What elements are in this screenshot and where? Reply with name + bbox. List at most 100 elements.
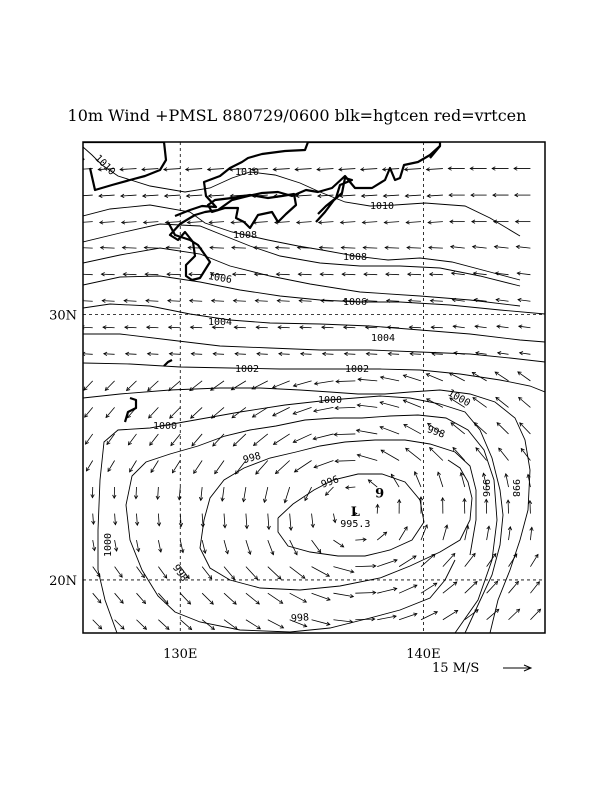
wind-vector xyxy=(201,592,214,605)
wind-vector xyxy=(126,380,137,391)
wind-arrowhead xyxy=(390,473,395,478)
wind-vector xyxy=(344,353,356,355)
wind-arrowhead xyxy=(451,552,456,558)
wind-vector xyxy=(99,221,115,224)
wind-arrowhead xyxy=(210,414,216,419)
wind-arrowhead xyxy=(496,422,501,427)
wind-vector xyxy=(294,460,312,473)
wind-arrowhead xyxy=(474,609,479,614)
wind-arrowhead xyxy=(288,526,293,531)
wind-arrowhead xyxy=(382,531,388,536)
wind-arrowhead xyxy=(102,325,107,330)
wind-arrowhead xyxy=(319,272,324,277)
wind-arrowhead xyxy=(247,550,252,556)
wind-vector xyxy=(426,373,444,382)
wind-arrowhead xyxy=(276,298,281,303)
wind-arrowhead xyxy=(252,441,258,446)
wind-arrowhead xyxy=(292,410,297,415)
wind-vector xyxy=(420,582,437,594)
wind-vector xyxy=(121,221,137,224)
wind-arrowhead xyxy=(84,440,89,445)
wind-arrowhead xyxy=(253,575,259,580)
wind-arrowhead xyxy=(473,297,478,303)
wind-arrowhead xyxy=(297,272,302,277)
wind-arrowhead xyxy=(471,371,476,376)
wind-vector xyxy=(408,300,422,302)
wind-vector xyxy=(186,194,203,197)
wind-arrowhead xyxy=(408,325,413,330)
wind-arrowhead xyxy=(402,399,408,404)
wind-vector xyxy=(213,353,225,355)
wind-arrowhead xyxy=(127,441,132,446)
wind-arrowhead xyxy=(222,524,227,529)
wind-vector xyxy=(245,539,251,555)
wind-arrowhead xyxy=(405,447,410,452)
wind-vector xyxy=(341,247,356,249)
wind-vector xyxy=(317,194,334,197)
wind-arrowhead xyxy=(494,580,499,586)
wind-vector xyxy=(311,539,322,553)
wind-arrowhead xyxy=(149,441,154,446)
wind-vector xyxy=(429,447,444,461)
wind-arrowhead xyxy=(513,553,518,558)
wind-vector xyxy=(318,221,334,224)
wind-vector xyxy=(106,433,115,445)
wind-vector xyxy=(235,460,247,475)
wind-arrowhead xyxy=(124,325,129,330)
wind-arrowhead xyxy=(107,467,112,473)
wind-vector xyxy=(164,194,181,197)
wind-vector xyxy=(144,247,159,249)
wind-vector xyxy=(530,608,541,621)
wind-vector xyxy=(143,221,159,224)
wind-arrowhead xyxy=(184,167,190,172)
wind-vector xyxy=(92,513,94,525)
wind-vector xyxy=(245,619,261,630)
wind-vector xyxy=(165,221,181,224)
wind-vector xyxy=(136,540,140,552)
wind-arrowhead xyxy=(272,167,277,172)
wind-arrowhead xyxy=(274,245,280,250)
wind-vector xyxy=(450,422,466,435)
wind-arrowhead xyxy=(406,245,411,250)
wind-vector xyxy=(141,168,159,170)
wind-vector xyxy=(486,553,497,567)
wind-arrowhead xyxy=(529,526,534,531)
isobar-labels: 1010 1010 1010 1008 1008 1006 1006 1004 1004 1002… xyxy=(92,153,521,625)
isobar-label: 1006 xyxy=(207,271,233,286)
wind-arrowhead xyxy=(459,471,464,477)
wind-vector xyxy=(201,566,213,580)
wind-arrowhead xyxy=(251,413,257,418)
isobar-label: 1000 xyxy=(153,421,177,432)
wind-arrowhead xyxy=(275,272,280,277)
wind-arrowhead xyxy=(448,192,453,198)
wind-arrowhead xyxy=(338,193,344,198)
wind-vector xyxy=(179,513,182,527)
wind-arrowhead xyxy=(465,524,470,530)
wind-arrowhead xyxy=(515,608,521,613)
wind-vector xyxy=(452,447,466,461)
wind-arrowhead xyxy=(453,351,458,356)
wind-arrowhead xyxy=(119,167,124,172)
wind-arrowhead xyxy=(513,166,518,171)
wind-arrowhead xyxy=(427,220,432,225)
wind-arrowhead xyxy=(361,220,366,225)
wind-vector xyxy=(333,592,354,597)
wind-arrowhead xyxy=(363,298,369,303)
wind-arrowhead xyxy=(228,167,233,172)
wind-arrowhead xyxy=(428,245,433,250)
wind-arrowhead xyxy=(142,625,148,630)
wind-arrowhead xyxy=(342,298,347,303)
wind-arrowhead xyxy=(177,496,182,501)
wind-arrowhead xyxy=(272,412,277,417)
wind-vector xyxy=(293,380,312,387)
wind-arrowhead xyxy=(436,471,442,476)
wind-arrowhead xyxy=(253,272,259,277)
wind-vector xyxy=(83,300,93,302)
wind-arrowhead xyxy=(392,614,397,619)
wind-arrowhead xyxy=(498,447,503,452)
wind-vector xyxy=(508,553,518,567)
wind-vector xyxy=(335,460,356,462)
wind-vector xyxy=(114,592,124,604)
wind-arrowhead xyxy=(186,220,191,225)
wind-vector xyxy=(252,221,268,224)
